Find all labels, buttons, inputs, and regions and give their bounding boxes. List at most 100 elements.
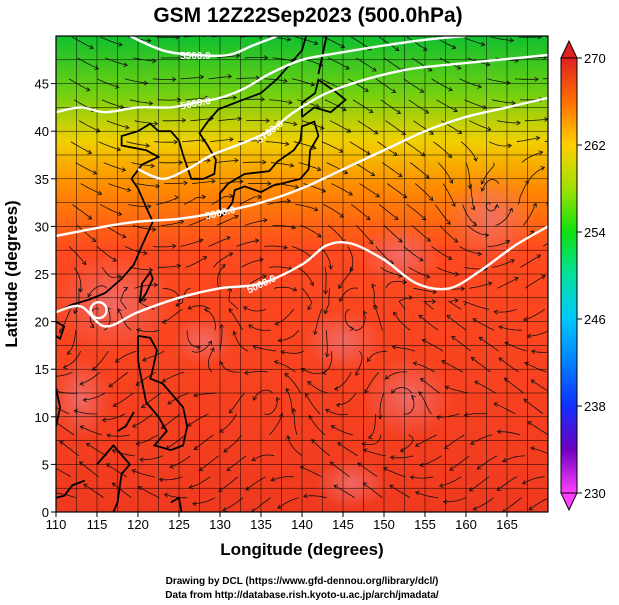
streamline-arrow bbox=[504, 341, 510, 346]
streamline bbox=[264, 397, 278, 415]
streamline-arrow bbox=[66, 350, 72, 355]
streamline bbox=[465, 162, 471, 189]
streamline-arrow bbox=[141, 403, 146, 408]
streamline bbox=[162, 119, 186, 122]
streamline-arrow bbox=[397, 238, 403, 243]
streamline bbox=[83, 483, 104, 499]
streamline-arrow bbox=[277, 338, 282, 343]
streamline-arrow bbox=[222, 507, 227, 512]
streamline-arrow bbox=[448, 179, 454, 184]
streamline bbox=[194, 434, 214, 450]
streamline-arrow bbox=[95, 128, 101, 133]
streamline-arrow bbox=[112, 257, 118, 262]
streamline bbox=[245, 476, 267, 491]
colorbar-tick-label: 254 bbox=[584, 225, 606, 240]
warm-spot bbox=[445, 171, 536, 262]
streamline bbox=[236, 240, 259, 247]
streamline-arrow bbox=[234, 158, 239, 163]
streamline-arrow bbox=[286, 36, 292, 42]
streamline bbox=[106, 120, 130, 129]
streamline bbox=[406, 204, 426, 221]
streamline-arrow bbox=[135, 328, 141, 333]
streamline bbox=[300, 466, 322, 478]
streamline-arrow bbox=[339, 213, 345, 218]
streamline-arrow bbox=[228, 408, 234, 414]
streamline bbox=[531, 350, 548, 353]
x-axis-ticks: 110 115 120 125 130 135 140 145 150 155 160 165 bbox=[46, 512, 518, 532]
streamline bbox=[287, 435, 303, 457]
streamline-arrow bbox=[263, 55, 269, 61]
streamline bbox=[152, 78, 176, 80]
streamline bbox=[296, 266, 314, 286]
streamline-arrow bbox=[232, 330, 238, 336]
streamline-arrow bbox=[221, 264, 226, 269]
streamline-arrow bbox=[105, 463, 111, 468]
streamline bbox=[436, 266, 459, 275]
streamline-arrow bbox=[508, 207, 514, 213]
streamline bbox=[363, 482, 383, 499]
streamline-arrow bbox=[106, 433, 111, 438]
streamline-arrow bbox=[201, 194, 207, 200]
y-tick-label: 0 bbox=[42, 505, 49, 520]
streamline-arrow bbox=[502, 457, 507, 463]
streamline-arrow bbox=[541, 274, 546, 280]
streamline bbox=[337, 442, 358, 457]
streamline bbox=[244, 371, 268, 374]
streamline-arrow bbox=[50, 374, 54, 378]
streamline-arrow bbox=[234, 214, 239, 220]
streamline-arrow bbox=[79, 381, 85, 386]
streamline bbox=[136, 329, 160, 332]
streamline-arrow bbox=[338, 297, 344, 303]
streamline bbox=[292, 246, 313, 259]
streamline-arrow bbox=[341, 106, 347, 112]
streamline bbox=[187, 413, 209, 427]
streamline bbox=[86, 443, 107, 457]
streamline-arrow bbox=[509, 37, 515, 43]
streamline-arrow bbox=[349, 326, 355, 332]
streamline bbox=[120, 287, 128, 310]
streamline bbox=[439, 225, 458, 243]
streamline-arrow bbox=[506, 80, 511, 86]
streamline-arrow bbox=[283, 78, 288, 84]
streamline bbox=[247, 182, 271, 185]
streamline bbox=[466, 301, 490, 310]
streamline-arrow bbox=[398, 273, 403, 278]
streamline bbox=[469, 282, 492, 289]
streamline-arrow bbox=[323, 309, 329, 315]
streamline bbox=[228, 287, 239, 310]
streamline-arrow bbox=[540, 166, 546, 171]
streamline-arrow bbox=[313, 330, 318, 336]
contour-line bbox=[56, 96, 548, 238]
streamline-arrow bbox=[365, 150, 371, 155]
streamline-arrow bbox=[206, 158, 211, 164]
streamline bbox=[236, 77, 260, 80]
streamline-arrow bbox=[516, 120, 521, 126]
y-tick-label: 25 bbox=[35, 267, 49, 282]
streamline bbox=[68, 78, 90, 91]
coastline bbox=[301, 78, 347, 118]
streamline bbox=[387, 183, 407, 199]
streamline-arrow bbox=[343, 169, 349, 175]
streamline-arrow bbox=[114, 358, 120, 363]
y-tick-label: 45 bbox=[35, 77, 49, 92]
streamline-arrow bbox=[59, 440, 64, 445]
streamline-arrow bbox=[163, 492, 169, 498]
streamline-arrow bbox=[179, 219, 185, 225]
streamline bbox=[498, 326, 522, 331]
streamline bbox=[87, 285, 108, 297]
streamline-arrow bbox=[397, 172, 403, 178]
streamline bbox=[434, 204, 451, 225]
streamline bbox=[364, 371, 380, 394]
streamline-arrow bbox=[81, 260, 87, 266]
streamline bbox=[502, 455, 526, 462]
streamline-arrow bbox=[498, 325, 504, 330]
streamline bbox=[418, 314, 439, 331]
streamline bbox=[192, 497, 216, 505]
x-tick-label: 165 bbox=[496, 517, 518, 532]
y-tick-label: 30 bbox=[35, 219, 49, 234]
streamline-arrow bbox=[544, 117, 548, 122]
streamline bbox=[113, 392, 134, 407]
streamline-arrow bbox=[204, 95, 210, 101]
streamline-arrow bbox=[176, 263, 182, 269]
